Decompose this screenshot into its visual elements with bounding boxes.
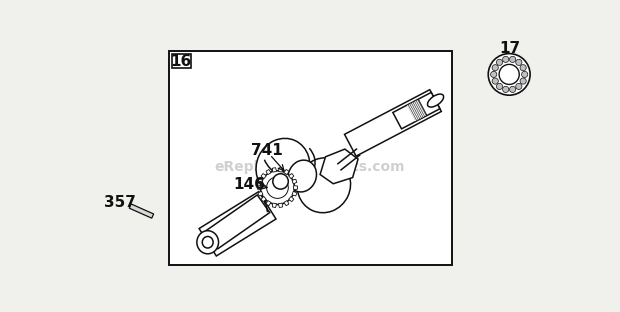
Text: 17: 17	[499, 41, 521, 56]
Ellipse shape	[427, 94, 444, 107]
Circle shape	[489, 54, 530, 95]
Circle shape	[260, 171, 294, 205]
Polygon shape	[284, 201, 289, 206]
Text: 741: 741	[250, 143, 283, 158]
Polygon shape	[266, 169, 271, 175]
Polygon shape	[288, 173, 294, 179]
Ellipse shape	[256, 139, 310, 195]
Polygon shape	[258, 179, 263, 184]
Polygon shape	[345, 90, 441, 156]
Circle shape	[492, 65, 498, 71]
Polygon shape	[294, 186, 298, 189]
Circle shape	[492, 78, 498, 84]
Polygon shape	[261, 197, 267, 202]
Polygon shape	[257, 186, 261, 189]
Circle shape	[521, 71, 528, 77]
Polygon shape	[272, 168, 277, 172]
Text: 16: 16	[170, 54, 192, 69]
Ellipse shape	[202, 236, 213, 248]
Polygon shape	[266, 201, 271, 206]
Circle shape	[267, 177, 288, 198]
Polygon shape	[205, 195, 270, 249]
Text: eReplacementParts.com: eReplacementParts.com	[215, 160, 405, 174]
Polygon shape	[288, 197, 294, 202]
Polygon shape	[393, 92, 440, 129]
Polygon shape	[258, 191, 263, 196]
Polygon shape	[292, 191, 297, 196]
Circle shape	[503, 86, 509, 92]
Text: 146: 146	[234, 177, 265, 192]
Polygon shape	[278, 203, 283, 207]
Ellipse shape	[288, 160, 316, 192]
Circle shape	[520, 78, 526, 84]
Polygon shape	[292, 179, 297, 184]
Circle shape	[490, 71, 497, 77]
Polygon shape	[278, 168, 283, 172]
Polygon shape	[272, 203, 277, 207]
Polygon shape	[320, 149, 358, 184]
Text: 357: 357	[104, 195, 136, 210]
Ellipse shape	[197, 231, 219, 254]
Circle shape	[510, 56, 516, 62]
Bar	[172, 54, 191, 68]
Circle shape	[520, 65, 526, 71]
Ellipse shape	[325, 154, 354, 179]
Polygon shape	[261, 173, 267, 179]
Circle shape	[503, 56, 509, 62]
Circle shape	[499, 64, 520, 85]
Bar	[169, 51, 452, 266]
Polygon shape	[408, 100, 427, 120]
Circle shape	[510, 86, 516, 92]
Polygon shape	[199, 192, 276, 256]
Circle shape	[273, 174, 288, 189]
Circle shape	[497, 59, 503, 66]
Polygon shape	[129, 204, 154, 218]
Circle shape	[497, 83, 503, 90]
Polygon shape	[284, 169, 289, 175]
Ellipse shape	[298, 158, 350, 213]
Circle shape	[516, 59, 522, 66]
Circle shape	[516, 83, 522, 90]
